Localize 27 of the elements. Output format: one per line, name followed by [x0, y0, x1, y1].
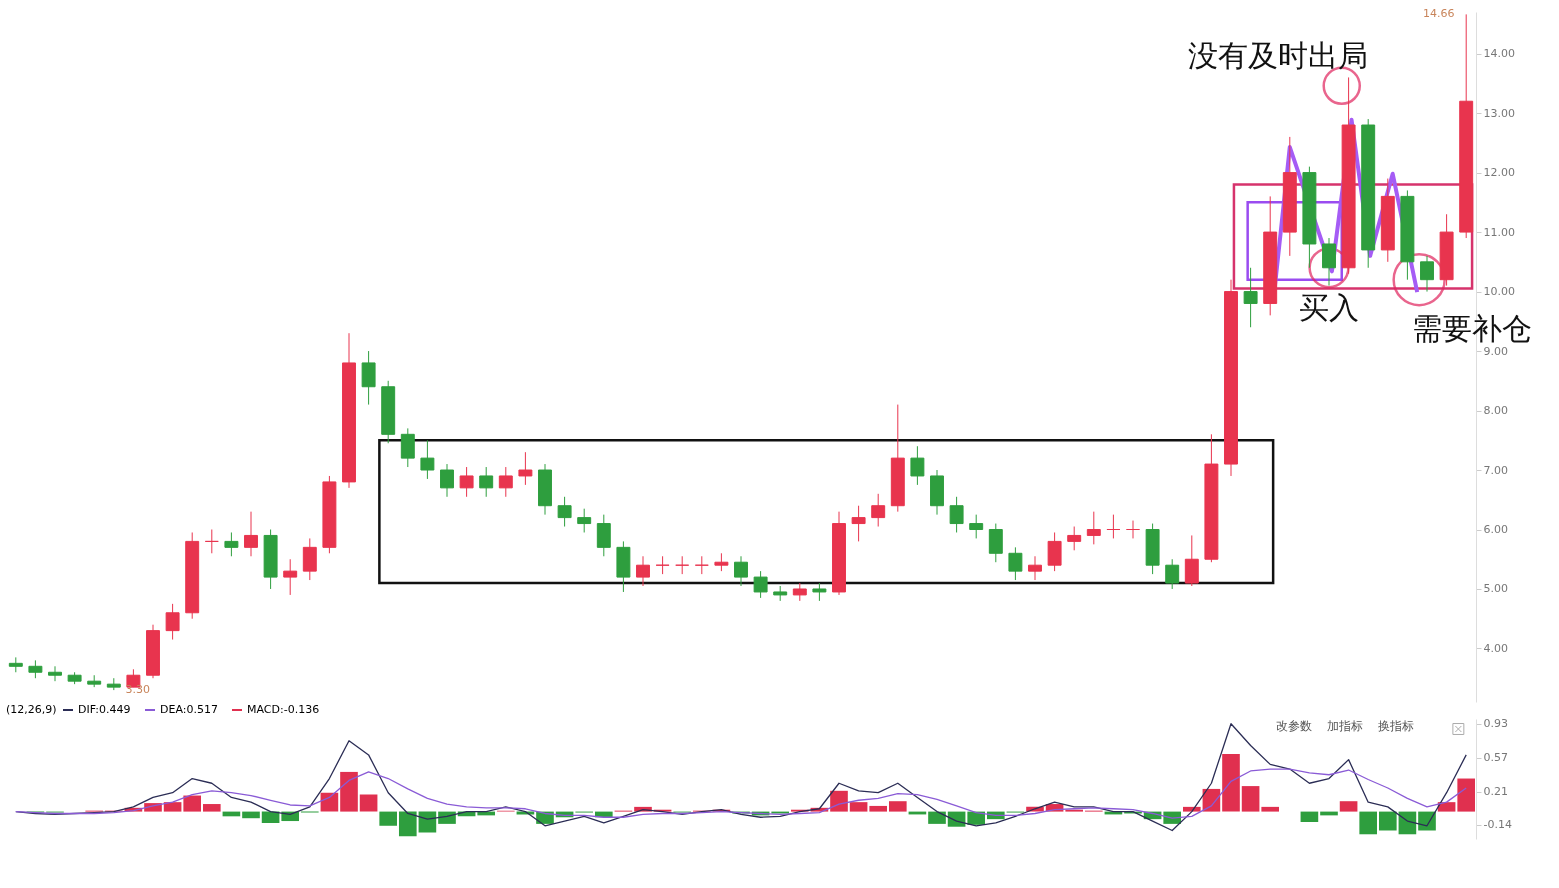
annotation: 加指标 — [1326, 719, 1363, 733]
annotation: 没有及时出局 — [1188, 37, 1369, 73]
y-tick-label: 14.00 — [1483, 47, 1515, 61]
y-tick-label: 6.00 — [1483, 523, 1508, 536]
legend-label: DIF:0.449 — [78, 703, 131, 716]
annotation: 改参数 — [1275, 719, 1312, 733]
y-tick-label: 0.57 — [1483, 751, 1508, 765]
y-tick-label: 12.00 — [1483, 166, 1515, 180]
y-tick-label: -0.14 — [1483, 818, 1512, 832]
y-tick-label: 10.00 — [1483, 285, 1515, 299]
y-tick-label: 5.00 — [1483, 582, 1508, 596]
y-tick-label: 4.00 — [1483, 641, 1508, 655]
y-tick-label: 8.00 — [1483, 404, 1508, 418]
annotation: 换指标 — [1377, 719, 1414, 733]
annotation: 需要补仓 — [1412, 311, 1533, 347]
y-tick-label: 0.21 — [1483, 785, 1508, 799]
legend-label: MACD:-0.136 — [247, 703, 320, 716]
y-tick-label: 9.00 — [1483, 344, 1508, 358]
legend-label: DEA:0.517 — [160, 703, 218, 716]
annotation: 买入 — [1299, 290, 1359, 326]
legend-title: (12,26,9) — [6, 703, 57, 716]
y-tick-label: 11.00 — [1483, 225, 1515, 239]
y-tick-label: 7.00 — [1483, 463, 1508, 477]
annotation: 14.66 — [1422, 7, 1455, 21]
y-tick-label: 0.93 — [1483, 717, 1508, 731]
y-tick-label: 13.00 — [1483, 106, 1515, 120]
annotation: 3.30 — [125, 683, 151, 697]
